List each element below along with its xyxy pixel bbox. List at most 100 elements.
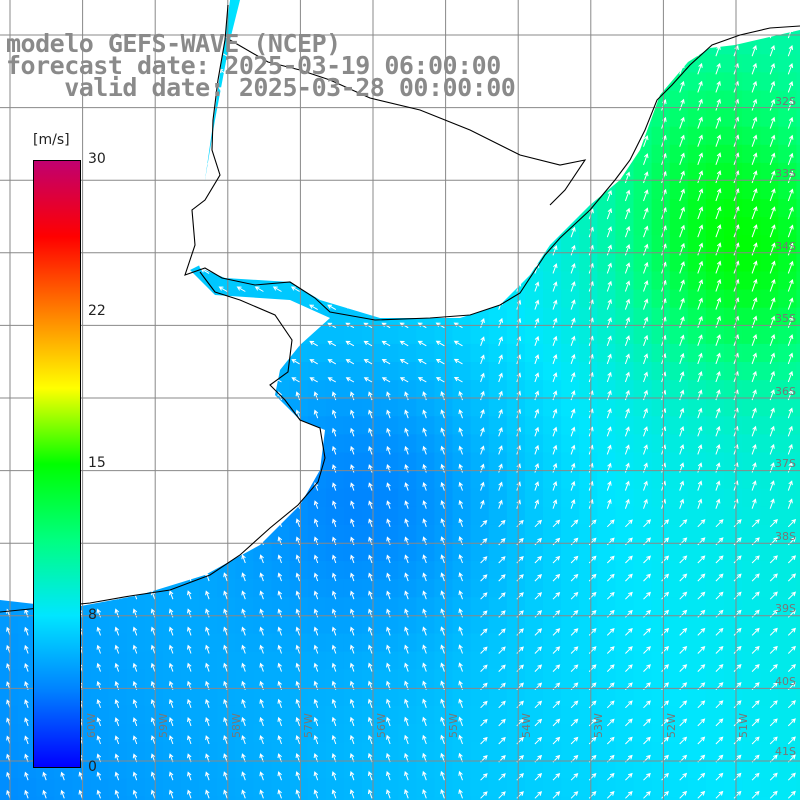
wind-arrow — [236, 286, 246, 292]
speed-cell — [561, 796, 580, 800]
speed-cell — [362, 760, 381, 779]
speed-cell — [0, 705, 19, 725]
speed-cell — [416, 651, 435, 671]
wind-arrow — [769, 224, 776, 238]
wind-arrow — [606, 664, 615, 672]
speed-cell — [796, 615, 800, 635]
speed-cell — [687, 235, 707, 254]
wind-arrow — [552, 791, 561, 799]
speed-cell — [543, 796, 562, 800]
speed-cell — [705, 253, 725, 273]
speed-cell — [416, 343, 435, 363]
wind-arrow — [679, 188, 685, 202]
wind-arrow — [404, 427, 409, 437]
speed-cell — [597, 470, 616, 490]
wind-arrow — [404, 391, 409, 401]
speed-cell — [796, 669, 800, 689]
wind-arrow — [367, 771, 373, 781]
wind-arrow — [552, 499, 558, 509]
wind-arrow — [679, 407, 685, 419]
speed-cell — [651, 162, 671, 182]
speed-cell — [524, 380, 544, 399]
wind-arrow — [458, 770, 463, 781]
wind-arrow — [440, 409, 445, 419]
wind-arrow — [751, 134, 758, 147]
wind-arrow — [625, 591, 633, 600]
speed-cell — [416, 398, 435, 417]
wind-arrow — [150, 717, 156, 727]
speed-cell — [90, 651, 110, 671]
speed-cell — [579, 307, 598, 327]
wind-arrow — [570, 262, 576, 274]
speed-cell — [36, 778, 55, 797]
speed-cell — [362, 452, 381, 472]
speed-cell — [325, 434, 345, 454]
wind-arrow — [751, 790, 760, 799]
wind-arrow — [422, 734, 427, 745]
wind-arrow — [277, 789, 282, 799]
speed-cell — [579, 470, 598, 490]
speed-cell — [452, 687, 472, 707]
wind-arrow — [787, 334, 794, 346]
wind-arrow — [570, 226, 576, 238]
wind-arrow — [422, 662, 427, 672]
speed-cell — [289, 760, 309, 779]
wind-arrow — [769, 555, 778, 564]
wind-arrow — [368, 464, 373, 473]
speed-cell — [343, 470, 363, 490]
speed-cell — [561, 343, 580, 363]
speed-cell — [742, 144, 761, 164]
speed-cell — [90, 724, 110, 743]
speed-cell — [144, 742, 164, 761]
wind-arrow — [733, 772, 742, 781]
speed-cell — [307, 705, 327, 725]
wind-arrow — [624, 171, 631, 184]
wind-arrow — [187, 698, 192, 708]
wind-arrow — [241, 771, 246, 781]
speed-cell — [742, 434, 761, 454]
wind-arrow — [697, 645, 706, 654]
wind-arrow — [661, 555, 670, 564]
wind-arrow — [313, 626, 319, 636]
speed-cell — [669, 380, 689, 399]
wind-arrow — [480, 538, 488, 546]
wind-arrow — [313, 698, 319, 708]
wind-arrow — [498, 556, 506, 564]
wind-arrow — [625, 718, 633, 727]
wind-arrow — [643, 700, 651, 709]
wind-arrow — [715, 116, 722, 129]
wind-arrow — [679, 170, 685, 184]
speed-cell — [705, 144, 725, 164]
speed-cell — [307, 488, 327, 508]
wind-arrow — [534, 335, 540, 346]
speed-cell — [54, 796, 73, 800]
speed-cell — [724, 54, 743, 73]
wind-arrow — [480, 390, 485, 401]
wind-arrow — [480, 427, 485, 437]
wind-arrow — [552, 664, 561, 672]
wind-arrow — [552, 244, 558, 256]
speed-cell — [343, 724, 363, 743]
wind-arrow — [606, 408, 612, 419]
wind-arrow — [643, 135, 649, 147]
wind-arrow — [679, 371, 685, 383]
speed-cell — [343, 778, 363, 797]
wind-arrow — [552, 263, 558, 274]
wind-arrow — [534, 481, 540, 491]
speed-cell — [506, 325, 526, 345]
speed-cell — [669, 452, 689, 472]
speed-cell — [796, 651, 800, 671]
speed-cell — [380, 651, 399, 671]
wind-arrow — [480, 556, 488, 564]
wind-arrow — [241, 716, 246, 727]
wind-arrow — [787, 573, 797, 582]
wind-arrow — [386, 464, 391, 473]
speed-cell — [398, 362, 417, 381]
speed-cell — [181, 687, 200, 707]
speed-cell — [325, 724, 345, 743]
wind-arrow — [440, 716, 445, 727]
speed-cell — [669, 126, 689, 146]
speed-cell — [452, 651, 472, 671]
speed-cell — [0, 760, 19, 779]
speed-cell — [18, 796, 37, 800]
